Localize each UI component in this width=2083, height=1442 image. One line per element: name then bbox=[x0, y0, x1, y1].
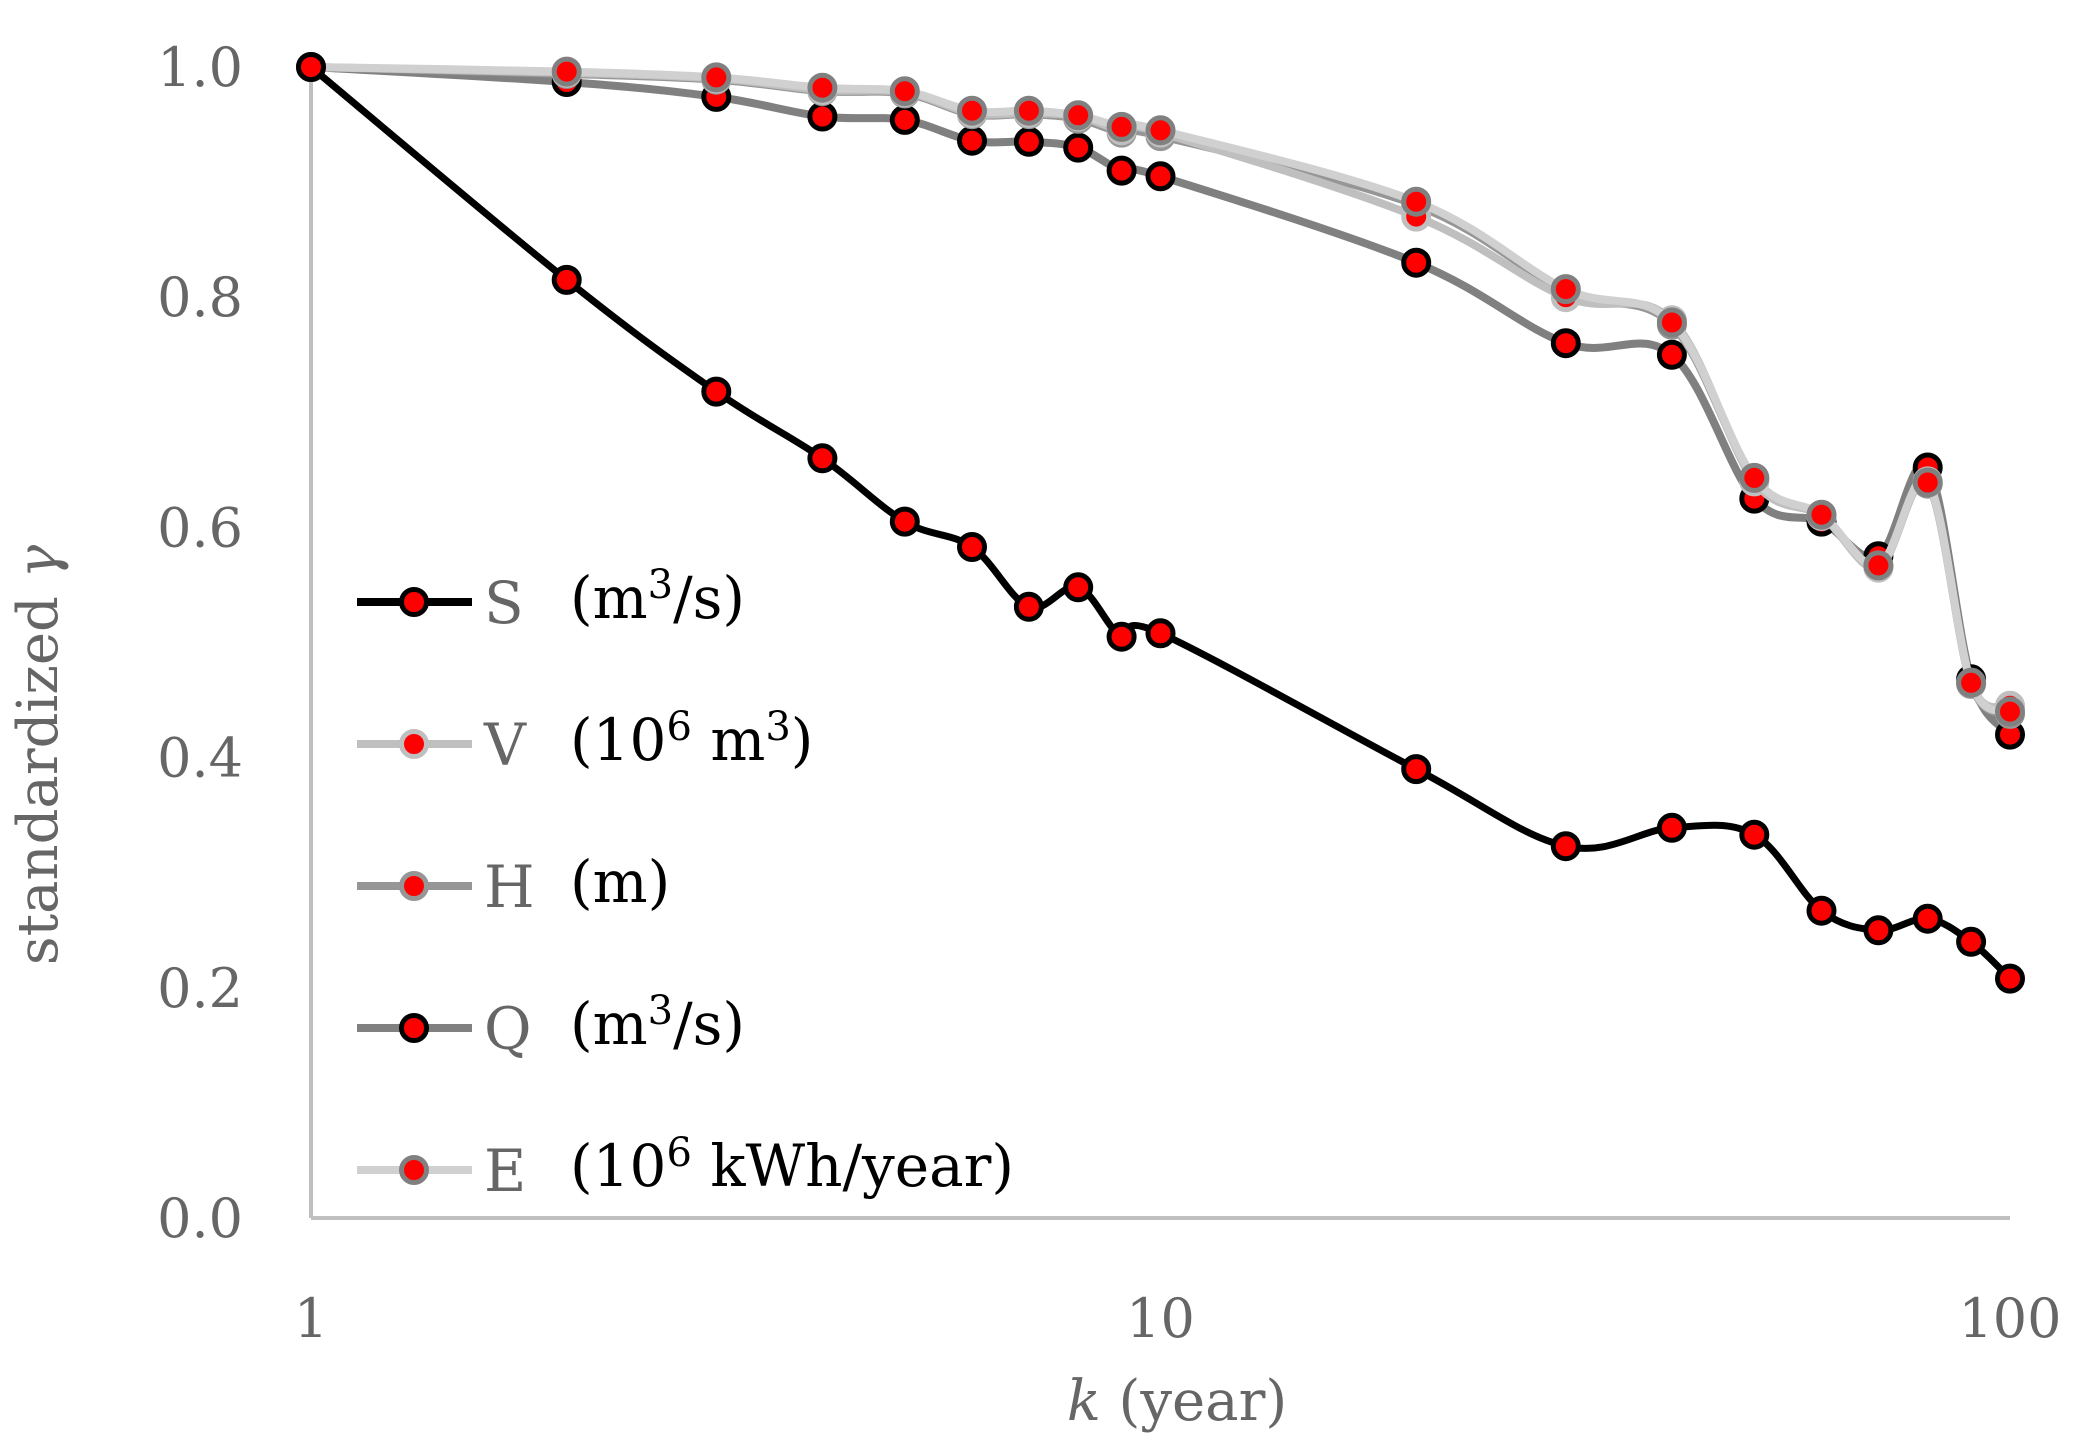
y-axis-title-base: standardized bbox=[6, 578, 71, 965]
series-q-point bbox=[1063, 132, 1094, 163]
x-tick-label: 10 bbox=[1126, 1287, 1195, 1350]
series-e-point bbox=[1656, 307, 1687, 338]
series-s-point bbox=[1806, 895, 1837, 926]
series-layer bbox=[296, 52, 2025, 994]
legend-v-unit: (106 m3) bbox=[570, 704, 813, 774]
legend-e-unit: (106 kWh/year) bbox=[570, 1130, 1014, 1200]
axes bbox=[309, 67, 2010, 1220]
series-s-point bbox=[957, 532, 987, 562]
series-e-point bbox=[1145, 115, 1176, 146]
series-s-point bbox=[1656, 812, 1687, 843]
series-s-point bbox=[1739, 819, 1770, 850]
series-s-point bbox=[807, 443, 838, 474]
y-tick-label: 0.6 bbox=[157, 496, 243, 559]
series-s-point bbox=[1995, 963, 2025, 994]
x-axis-title-var: k bbox=[1067, 1369, 1101, 1434]
legend: S (m3/s) V (106 m3) H (m) Q (m3/s) E (106 kWh/yea… bbox=[357, 562, 1014, 1205]
series-e-point bbox=[807, 72, 838, 103]
series-s-point bbox=[1013, 591, 1044, 622]
series-e-point bbox=[1106, 111, 1137, 142]
series-q-point bbox=[807, 101, 838, 132]
legend-v-symbol: V bbox=[483, 711, 527, 779]
y-tick-label: 0.0 bbox=[157, 1187, 243, 1250]
legend-s-symbol: S bbox=[484, 569, 524, 637]
legend-s-marker bbox=[399, 587, 429, 617]
legend-e-symbol: E bbox=[484, 1137, 526, 1205]
x-axis-title: k (year) bbox=[1067, 1369, 1287, 1434]
legend-h-symbol: H bbox=[484, 853, 535, 921]
series-q-point bbox=[1401, 247, 1432, 278]
legend-item-v: V (106 m3) bbox=[357, 704, 813, 779]
legend-s-unit: (m3/s) bbox=[570, 562, 745, 632]
series-e-point bbox=[1995, 696, 2025, 727]
x-tick-label: 100 bbox=[1958, 1287, 2061, 1350]
series-s-point bbox=[1863, 915, 1894, 946]
series-e-point bbox=[1956, 667, 1987, 698]
series-e-point bbox=[701, 62, 732, 93]
series-s-point bbox=[1401, 754, 1432, 785]
series-s-point bbox=[701, 376, 732, 407]
legend-item-s: S (m3/s) bbox=[357, 562, 745, 637]
x-axis-title-rest: (year) bbox=[1101, 1369, 1287, 1434]
legend-h-marker bbox=[399, 871, 429, 901]
series-e-point bbox=[1806, 499, 1837, 530]
legend-e-marker bbox=[399, 1155, 429, 1185]
legend-v-marker bbox=[399, 729, 429, 759]
y-tick-labels: 0.0 0.2 0.4 0.6 0.8 1.0 bbox=[157, 36, 243, 1250]
x-tick-labels: 1 10 100 bbox=[294, 1287, 2062, 1350]
series-q-point bbox=[1013, 126, 1044, 157]
series-q-point bbox=[957, 125, 987, 156]
legend-item-q: Q (m3/s) bbox=[357, 988, 745, 1063]
series-s-point bbox=[1145, 618, 1176, 649]
series-e-point bbox=[1401, 186, 1432, 217]
series-s-point bbox=[551, 264, 582, 295]
legend-q-marker bbox=[399, 1013, 429, 1043]
series-s-point bbox=[1912, 903, 1943, 934]
series-e-point bbox=[1739, 462, 1770, 493]
legend-item-e: E (106 kWh/year) bbox=[357, 1130, 1014, 1205]
series-q-point bbox=[1145, 161, 1176, 192]
series-q-point bbox=[1106, 155, 1137, 186]
series-q-point bbox=[889, 104, 920, 135]
legend-q-symbol: Q bbox=[484, 995, 532, 1063]
legend-h-unit: (m) bbox=[570, 848, 670, 916]
y-tick-label: 0.2 bbox=[157, 957, 243, 1020]
series-s-point bbox=[296, 52, 326, 82]
series-s-point bbox=[1550, 831, 1581, 862]
series-e-point bbox=[1912, 467, 1943, 498]
x-tick-label: 1 bbox=[294, 1287, 328, 1350]
series-e-point bbox=[957, 95, 987, 126]
series-e-point bbox=[1550, 274, 1581, 305]
series-e-point bbox=[551, 56, 582, 87]
series-e-point bbox=[1863, 550, 1894, 581]
series-s-point bbox=[889, 506, 920, 537]
series-s-point bbox=[1956, 926, 1987, 957]
y-tick-label: 1.0 bbox=[157, 36, 243, 99]
series-s-point bbox=[1106, 621, 1137, 652]
series-e-point bbox=[889, 76, 920, 107]
y-axis-title: standardized γ bbox=[6, 544, 71, 965]
series-s bbox=[296, 52, 2025, 994]
y-axis-title-var: γ bbox=[6, 544, 71, 578]
series-q-point bbox=[1656, 339, 1687, 370]
y-tick-label: 0.8 bbox=[157, 266, 243, 329]
series-e-point bbox=[1063, 100, 1094, 131]
y-tick-label: 0.4 bbox=[157, 727, 243, 790]
legend-q-unit: (m3/s) bbox=[570, 988, 745, 1058]
legend-item-h: H (m) bbox=[357, 848, 670, 921]
series-e-point bbox=[1013, 95, 1044, 126]
series-q-point bbox=[1550, 328, 1581, 359]
series-s-point bbox=[1063, 572, 1094, 603]
